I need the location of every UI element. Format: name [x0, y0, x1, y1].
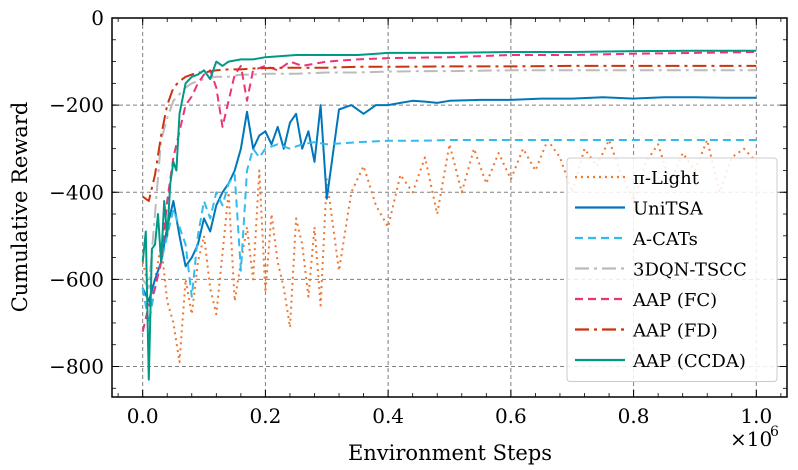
x-tick-label: 0.0 [127, 404, 159, 428]
legend-box [566, 157, 778, 382]
x-tick-label: 1.0 [740, 404, 772, 428]
legend-label: π-Light [633, 168, 700, 189]
x-multiplier: ×10 6 [730, 424, 779, 451]
plot-frame [111, 17, 788, 398]
x-multiplier-base: ×10 [730, 427, 772, 451]
series-line-light [141, 139, 758, 364]
series-line-a-cats [141, 139, 757, 324]
series-line-aap-fc [141, 51, 757, 332]
series-line-3dqn-tscc [141, 69, 757, 290]
legend-label: AAP (CCDA) [632, 351, 746, 372]
legend: π-Light UniTSA A-CATs 3DQN-TSCC AAP (FC) AAP … [566, 157, 778, 382]
legend-label: 3DQN-TSCC [633, 260, 747, 281]
series-line-aap-ccda [141, 49, 757, 381]
y-tick-label: −400 [49, 180, 104, 204]
x-tick-label: 0.6 [495, 404, 527, 428]
y-tick-label: −800 [49, 355, 104, 379]
x-axis-label: Environment Steps [348, 441, 552, 465]
legend-label: UniTSA [633, 199, 704, 220]
legend-label: AAP (FC) [632, 290, 717, 311]
y-tick-label: 0 [91, 6, 104, 30]
y-tick-label: −200 [49, 93, 104, 117]
series-lines [141, 49, 758, 381]
series-line-aap-fd [142, 64, 757, 202]
x-tick-label: 0.4 [372, 404, 404, 428]
tick-labels: 0.0 0.2 0.4 0.6 0.8 1.0 0 −200 −400 −600 −800 [49, 6, 772, 428]
y-tick-label: −600 [49, 267, 104, 291]
series-line-unitsa [141, 96, 757, 303]
legend-label: A-CATs [632, 229, 698, 250]
y-axis-label: Cumulative Reward [8, 102, 32, 313]
x-tick-label: 0.2 [250, 404, 282, 428]
x-tick-label: 0.8 [618, 404, 650, 428]
legend-label: AAP (FD) [632, 321, 718, 342]
x-multiplier-exponent: 6 [770, 424, 779, 440]
